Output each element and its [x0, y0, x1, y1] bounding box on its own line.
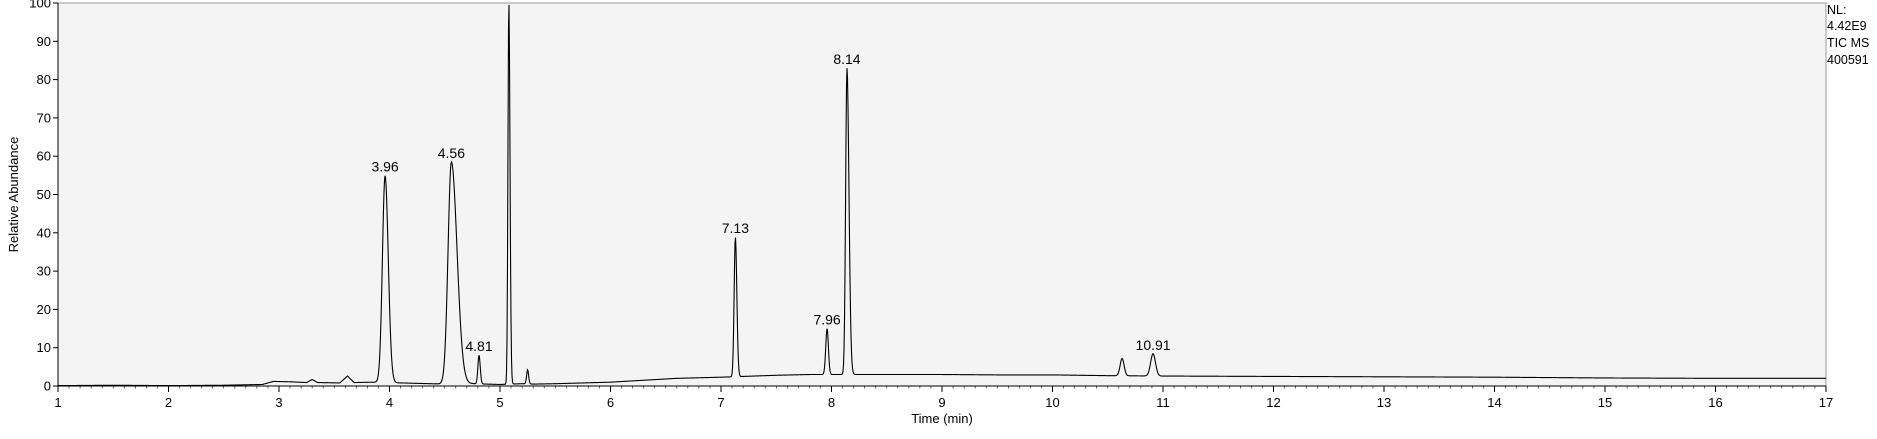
peak-label: 4.81: [465, 338, 492, 354]
y-tick-label: 40: [37, 225, 51, 240]
peak-labels: 3.96 4.56 4.81 5.08 7.13 7.96 8.14 10.91: [371, 0, 1170, 354]
x-tick-label: 11: [1156, 395, 1170, 410]
x-tick-label: 15: [1598, 395, 1612, 410]
y-tick-label: 10: [37, 340, 51, 355]
tic-trace-line: [57, 4, 1826, 387]
peak-label: 4.56: [438, 145, 465, 161]
y-tick-label: 100: [29, 0, 51, 11]
nl-label: NL:: [1827, 3, 1847, 17]
x-tick-label: 16: [1708, 395, 1722, 410]
peak-label: 10.91: [1136, 337, 1171, 353]
sample-id: 400591: [1827, 53, 1869, 67]
peak-label: 3.96: [371, 159, 398, 175]
plot-area: [57, 2, 1827, 387]
y-tick-label: 90: [37, 34, 51, 49]
y-axis-title: Relative Abundance: [6, 137, 21, 253]
x-tick-label: 1: [54, 395, 61, 410]
x-tick-label: 6: [607, 395, 614, 410]
y-tick-label: 70: [37, 110, 51, 125]
x-axis-title: Time (min): [911, 411, 973, 426]
x-tick-label: 14: [1487, 395, 1501, 410]
nl-value: 4.42E9: [1827, 19, 1867, 33]
y-tick-label: 60: [37, 149, 51, 164]
scan-filter: TIC MS: [1827, 36, 1870, 50]
peak-label: 5.08: [495, 0, 522, 2]
y-tick-label: 80: [37, 72, 51, 87]
y-tick-label: 20: [37, 302, 51, 317]
x-tick-label: 3: [275, 395, 282, 410]
y-tick-label: 50: [37, 187, 51, 202]
peak-label: 8.14: [833, 51, 860, 67]
x-tick-label: 5: [496, 395, 503, 410]
x-tick-label: 13: [1377, 395, 1391, 410]
y-tick-label: 30: [37, 264, 51, 279]
peak-label: 7.13: [722, 220, 749, 236]
x-tick-label: 8: [828, 395, 835, 410]
y-tick-label: 0: [44, 379, 51, 394]
x-tick-label: 12: [1266, 395, 1280, 410]
x-tick-label: 2: [165, 395, 172, 410]
x-tick-label: 9: [938, 395, 945, 410]
x-tick-label: 4: [386, 395, 393, 410]
peak-label: 7.96: [813, 312, 840, 328]
x-tick-label: 17: [1819, 395, 1833, 410]
x-tick-label: 10: [1045, 395, 1059, 410]
x-tick-label: 7: [717, 395, 724, 410]
